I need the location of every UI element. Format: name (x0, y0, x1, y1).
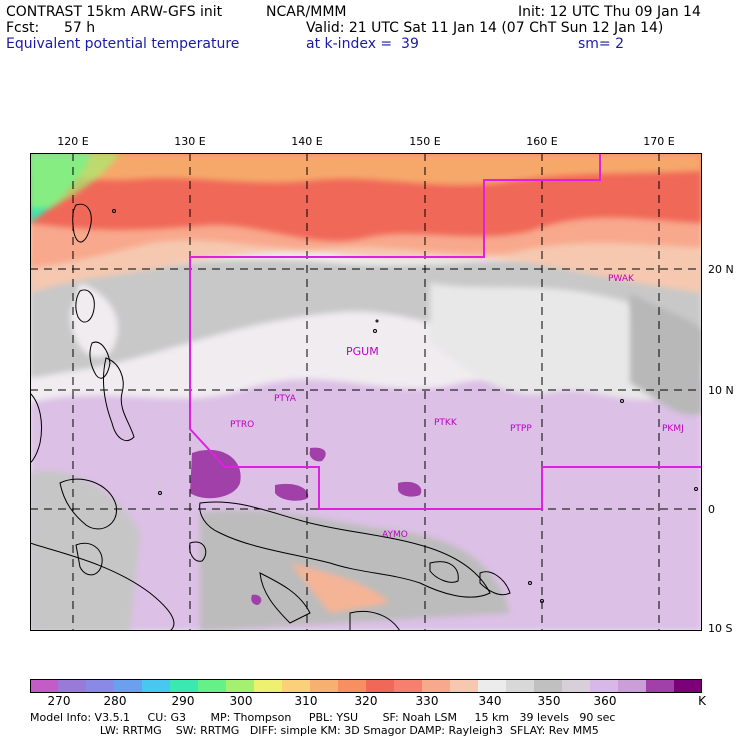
colorbar-label-270: 270 (47, 694, 71, 708)
lon-label-170e: 170 E (643, 135, 675, 148)
colorbar-swatch (86, 679, 115, 693)
model-info-line1: Model Info: V3.5.1 CU: G3 MP: Thompson P… (30, 711, 616, 724)
model-info-line2: LW: RRTMG SW: RRTMG DIFF: simple KM: 3D … (30, 724, 599, 737)
station-label-ptpp: PTPP (510, 424, 532, 434)
lon-label-150e: 150 E (409, 135, 441, 148)
model-title: CONTRAST 15km ARW-GFS init (6, 4, 223, 20)
lon-label-130e: 130 E (174, 135, 206, 148)
station-label-ptkk: PTKK (434, 418, 458, 428)
colorbar-label-300: 300 (229, 694, 253, 708)
lon-label-160e: 160 E (526, 135, 558, 148)
colorbar-swatch (674, 679, 702, 693)
station-label-aymo: AYMO (382, 530, 408, 540)
colorbar-swatch (58, 679, 87, 693)
colorbar-label-290: 290 (171, 694, 195, 708)
lat-label-10n: 10 N (708, 384, 734, 397)
colorbar-swatch (114, 679, 143, 693)
colorbar-label-340: 340 (478, 694, 502, 708)
colorbar-swatch (478, 679, 507, 693)
colorbar-swatch (254, 679, 283, 693)
field-name: Equivalent potential temperature (6, 36, 240, 52)
colorbar-swatch (226, 679, 255, 693)
center-name: NCAR/MMM (266, 4, 347, 20)
colorbar-label-350: 350 (537, 694, 561, 708)
colorbar-label-310: 310 (294, 694, 318, 708)
station-label-pwak: PWAK (608, 274, 635, 284)
lat-label-10s: 10 S (708, 622, 733, 635)
colorbar-border (30, 679, 702, 693)
colorbar-label-360: 360 (593, 694, 617, 708)
graticule (30, 153, 702, 631)
lon-label-120e: 120 E (57, 135, 89, 148)
nested-domain-outline (189, 153, 702, 510)
colorbar-swatch (282, 679, 311, 693)
lon-label-140e: 140 E (291, 135, 323, 148)
valid-time: Valid: 21 UTC Sat 11 Jan 14 (07 ChT Sun … (306, 20, 664, 36)
colorbar-swatch (142, 679, 171, 693)
station-label-pgum: PGUM (346, 345, 379, 358)
coastlines (30, 203, 698, 631)
colorbar (30, 679, 702, 693)
station-label-pkmj: PKMJ (662, 424, 684, 434)
colorbar-swatch (170, 679, 199, 693)
colorbar-swatch (562, 679, 591, 693)
colorbar-label-320: 320 (354, 694, 378, 708)
colorbar-swatch (618, 679, 647, 693)
colorbar-label-330: 330 (415, 694, 439, 708)
colorbar-swatch (646, 679, 675, 693)
level-info: at k-index = 39 (306, 36, 419, 52)
colorbar-swatch (506, 679, 535, 693)
lat-label-0: 0 (708, 503, 715, 516)
colorbar-swatch (534, 679, 563, 693)
colorbar-swatch (422, 679, 451, 693)
station-label-ptro: PTRO (230, 420, 254, 430)
colorbar-swatch (450, 679, 479, 693)
colorbar-swatch (590, 679, 619, 693)
colorbar-label-280: 280 (103, 694, 127, 708)
colorbar-swatch (338, 679, 367, 693)
forecast-label: Fcst: (6, 20, 40, 36)
smoothing-info: sm= 2 (578, 36, 625, 52)
colorbar-swatch (394, 679, 423, 693)
colorbar-swatch (310, 679, 339, 693)
lat-label-20n: 20 N (708, 263, 734, 276)
colorbar-unit: K (698, 694, 706, 708)
forecast-hour: 57 h (64, 20, 96, 36)
init-time: Init: 12 UTC Thu 09 Jan 14 (518, 4, 701, 20)
colorbar-swatch (198, 679, 227, 693)
colorbar-swatch (30, 679, 59, 693)
field-shading (30, 153, 702, 631)
theta-e-map: PWAK PGUM PTYA PTRO PTKK PTPP PKMJ AYMO (30, 153, 702, 631)
station-label-ptya: PTYA (274, 394, 297, 404)
colorbar-swatch (366, 679, 395, 693)
